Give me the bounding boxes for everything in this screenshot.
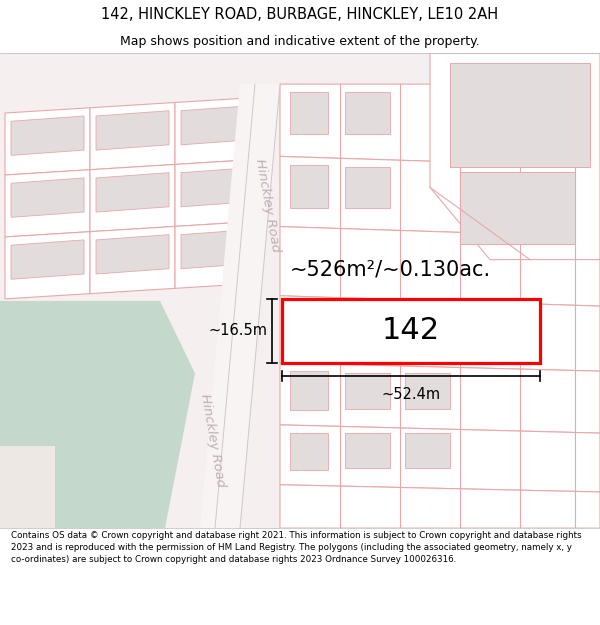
Polygon shape <box>5 170 90 237</box>
Bar <box>290 371 328 411</box>
Polygon shape <box>175 98 258 164</box>
Polygon shape <box>450 64 590 167</box>
Text: 142, HINCKLEY ROAD, BURBAGE, HINCKLEY, LE10 2AH: 142, HINCKLEY ROAD, BURBAGE, HINCKLEY, L… <box>101 8 499 22</box>
Text: ~16.5m: ~16.5m <box>209 323 268 338</box>
Polygon shape <box>181 229 252 269</box>
Bar <box>345 92 390 134</box>
Polygon shape <box>280 363 600 433</box>
Polygon shape <box>90 102 175 170</box>
Polygon shape <box>280 84 600 167</box>
Polygon shape <box>96 111 169 150</box>
Polygon shape <box>200 84 280 528</box>
Polygon shape <box>11 116 84 156</box>
Bar <box>345 167 390 208</box>
Text: Hinckley Road: Hinckley Road <box>199 392 227 488</box>
Bar <box>290 92 328 134</box>
Polygon shape <box>282 299 540 363</box>
Polygon shape <box>280 425 600 492</box>
Polygon shape <box>5 232 90 299</box>
Polygon shape <box>430 53 600 259</box>
Polygon shape <box>181 106 252 145</box>
Polygon shape <box>96 173 169 212</box>
Text: 142: 142 <box>382 316 440 346</box>
Polygon shape <box>460 172 575 244</box>
Text: Contains OS data © Crown copyright and database right 2021. This information is : Contains OS data © Crown copyright and d… <box>11 531 581 564</box>
Polygon shape <box>175 159 258 226</box>
Polygon shape <box>181 168 252 207</box>
Polygon shape <box>175 221 258 288</box>
Polygon shape <box>5 107 90 175</box>
Polygon shape <box>11 178 84 217</box>
Text: ~52.4m: ~52.4m <box>382 387 440 402</box>
Bar <box>290 164 328 208</box>
Polygon shape <box>96 234 169 274</box>
Polygon shape <box>90 164 175 232</box>
Bar <box>345 433 390 468</box>
Bar <box>345 373 390 409</box>
Polygon shape <box>0 301 195 528</box>
Polygon shape <box>0 53 600 528</box>
Polygon shape <box>430 53 600 239</box>
Polygon shape <box>0 446 55 528</box>
Polygon shape <box>280 485 600 528</box>
Bar <box>290 433 328 470</box>
Polygon shape <box>280 156 600 237</box>
Text: Map shows position and indicative extent of the property.: Map shows position and indicative extent… <box>120 35 480 48</box>
Polygon shape <box>280 227 600 306</box>
Text: Hinckley Road: Hinckley Road <box>253 158 283 254</box>
Bar <box>405 373 450 409</box>
Polygon shape <box>280 296 600 371</box>
Polygon shape <box>90 226 175 294</box>
Bar <box>405 433 450 468</box>
Text: ~526m²/~0.130ac.: ~526m²/~0.130ac. <box>289 260 491 280</box>
Polygon shape <box>11 240 84 279</box>
